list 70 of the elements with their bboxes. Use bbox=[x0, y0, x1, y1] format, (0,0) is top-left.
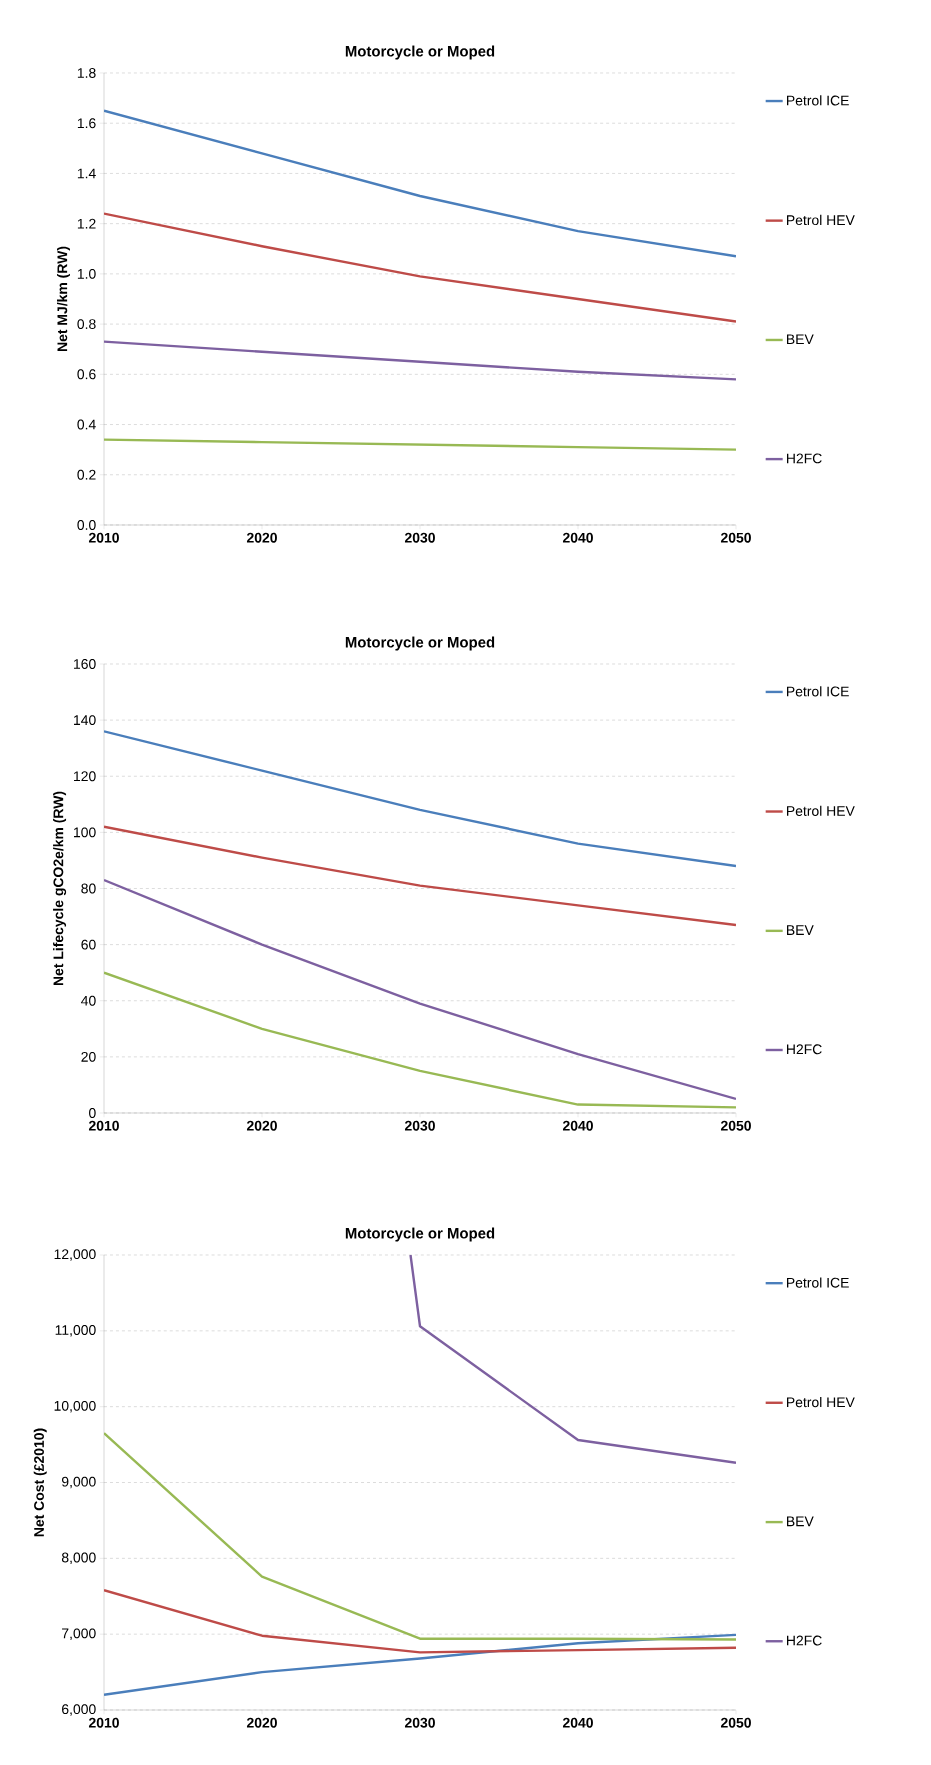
legend-label: BEV bbox=[787, 925, 814, 935]
x-tick-label: 2020 bbox=[246, 1120, 277, 1131]
legend-label: H2FC bbox=[787, 1635, 822, 1646]
y-tick-label: 120 bbox=[74, 771, 96, 782]
y-tick-label: 7,000 bbox=[62, 1628, 96, 1640]
y-axis-title: Net MJ/km (RW) bbox=[57, 246, 70, 351]
y-tick-label: 1.6 bbox=[77, 118, 96, 129]
x-tick-label: 2010 bbox=[88, 532, 119, 543]
x-tick-label: 2010 bbox=[88, 1717, 119, 1728]
y-axis-title: Net Cost (£2010) bbox=[33, 1428, 47, 1537]
y-tick-label: 9,000 bbox=[61, 1476, 96, 1489]
line-series bbox=[104, 1633, 737, 1697]
line-series bbox=[104, 1432, 737, 1641]
y-tick-label: 10,000 bbox=[54, 1400, 96, 1413]
y-tick-label: 1.4 bbox=[77, 168, 96, 179]
y-tick-label: 140 bbox=[74, 715, 96, 726]
x-tick-label: 2010 bbox=[88, 1120, 119, 1131]
y-tick-label: 0.6 bbox=[77, 369, 96, 380]
legend-label: H2FC bbox=[787, 453, 822, 464]
line-series bbox=[104, 212, 737, 323]
x-tick-label: 2040 bbox=[562, 1717, 593, 1728]
legend-label: Petrol HEV bbox=[787, 805, 855, 816]
x-tick-label: 2050 bbox=[720, 532, 751, 543]
chart-title: Motorcycle or Moped bbox=[345, 636, 495, 651]
legend-label: Petrol ICE bbox=[787, 686, 849, 697]
y-tick-label: 12,000 bbox=[54, 1249, 96, 1261]
legend-label: Petrol ICE bbox=[787, 95, 849, 106]
x-tick-label: 2050 bbox=[720, 1120, 751, 1131]
legend-label: Petrol HEV bbox=[787, 214, 855, 226]
y-axis-title: Net Lifecycle gCO2e/km (RW) bbox=[53, 791, 67, 986]
legend-label: Petrol HEV bbox=[787, 1396, 855, 1408]
x-tick-label: 2040 bbox=[562, 1120, 593, 1131]
y-tick-label: 6,000 bbox=[62, 1704, 96, 1716]
y-tick-label: 40 bbox=[81, 995, 96, 1006]
y-tick-label: 0.0 bbox=[77, 520, 96, 530]
y-tick-label: 1.8 bbox=[77, 68, 96, 78]
x-tick-label: 2030 bbox=[404, 532, 435, 543]
legend-label: BEV bbox=[787, 334, 814, 345]
x-tick-label: 2020 bbox=[246, 532, 277, 543]
y-tick-label: 11,000 bbox=[55, 1325, 96, 1337]
chart-title: Motorcycle or Moped bbox=[345, 45, 495, 60]
y-tick-label: 100 bbox=[74, 827, 96, 838]
y-tick-label: 20 bbox=[81, 1051, 96, 1062]
y-tick-label: 0.4 bbox=[77, 419, 96, 430]
y-tick-label: 0 bbox=[89, 1108, 96, 1118]
x-tick-label: 2050 bbox=[720, 1717, 751, 1728]
x-tick-label: 2030 bbox=[404, 1120, 435, 1131]
x-tick-label: 2030 bbox=[404, 1717, 435, 1728]
chart-title: Motorcycle or Moped bbox=[345, 1227, 495, 1242]
y-tick-label: 8,000 bbox=[61, 1552, 96, 1565]
line-series bbox=[409, 1255, 737, 1464]
x-tick-label: 2020 bbox=[246, 1717, 277, 1728]
y-tick-label: 0.8 bbox=[77, 319, 96, 330]
line-series bbox=[104, 109, 737, 258]
x-tick-label: 2040 bbox=[562, 532, 593, 543]
legend-label: H2FC bbox=[787, 1044, 822, 1055]
line-series bbox=[104, 1588, 737, 1654]
y-tick-label: 0.2 bbox=[77, 469, 96, 480]
line-series bbox=[104, 730, 737, 868]
legend-label: BEV bbox=[787, 1516, 814, 1527]
y-tick-label: 60 bbox=[81, 939, 96, 950]
line-series bbox=[104, 340, 737, 381]
y-tick-label: 1.2 bbox=[77, 218, 96, 229]
y-tick-label: 1.0 bbox=[77, 268, 96, 279]
line-series bbox=[104, 971, 737, 1109]
line-series bbox=[104, 878, 737, 1101]
y-tick-label: 160 bbox=[74, 659, 96, 669]
y-tick-label: 80 bbox=[81, 883, 96, 894]
line-series bbox=[104, 825, 737, 927]
legend-label: Petrol ICE bbox=[787, 1277, 849, 1288]
